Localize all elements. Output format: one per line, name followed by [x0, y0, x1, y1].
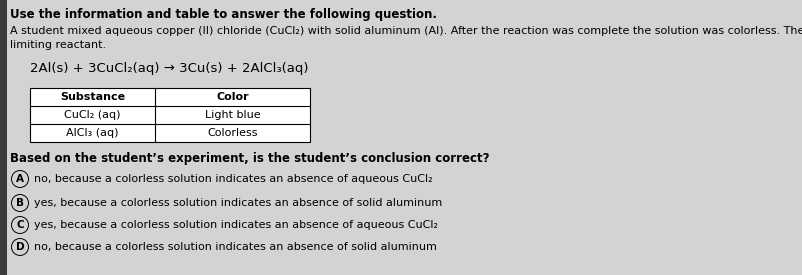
- Bar: [30, 88, 310, 142]
- Text: Substance: Substance: [60, 92, 125, 102]
- Text: Light blue: Light blue: [205, 110, 261, 120]
- Text: AlCl₃ (aq): AlCl₃ (aq): [67, 128, 119, 138]
- Text: Colorless: Colorless: [207, 128, 257, 138]
- Text: CuCl₂ (aq): CuCl₂ (aq): [64, 110, 121, 120]
- Text: A: A: [16, 174, 24, 184]
- Text: yes, because a colorless solution indicates an absence of aqueous CuCl₂: yes, because a colorless solution indica…: [34, 220, 439, 230]
- Text: D: D: [16, 242, 24, 252]
- Text: A student mixed aqueous copper (II) chloride (CuCl₂) with solid aluminum (Al). A: A student mixed aqueous copper (II) chlo…: [10, 26, 802, 36]
- Text: 2Al(s) + 3CuCl₂(aq) → 3Cu(s) + 2AlCl₃(aq): 2Al(s) + 3CuCl₂(aq) → 3Cu(s) + 2AlCl₃(aq…: [30, 62, 309, 75]
- Text: C: C: [16, 220, 24, 230]
- Text: yes, because a colorless solution indicates an absence of solid aluminum: yes, because a colorless solution indica…: [34, 198, 443, 208]
- Bar: [0, 0, 7, 275]
- Text: limiting reactant.: limiting reactant.: [10, 40, 106, 50]
- Text: Use the information and table to answer the following question.: Use the information and table to answer …: [10, 8, 437, 21]
- Text: B: B: [16, 198, 24, 208]
- Text: Based on the student’s experiment, is the student’s conclusion correct?: Based on the student’s experiment, is th…: [10, 152, 489, 165]
- Text: no, because a colorless solution indicates an absence of aqueous CuCl₂: no, because a colorless solution indicat…: [34, 174, 433, 184]
- Text: Color: Color: [217, 92, 249, 102]
- Text: no, because a colorless solution indicates an absence of solid aluminum: no, because a colorless solution indicat…: [34, 242, 437, 252]
